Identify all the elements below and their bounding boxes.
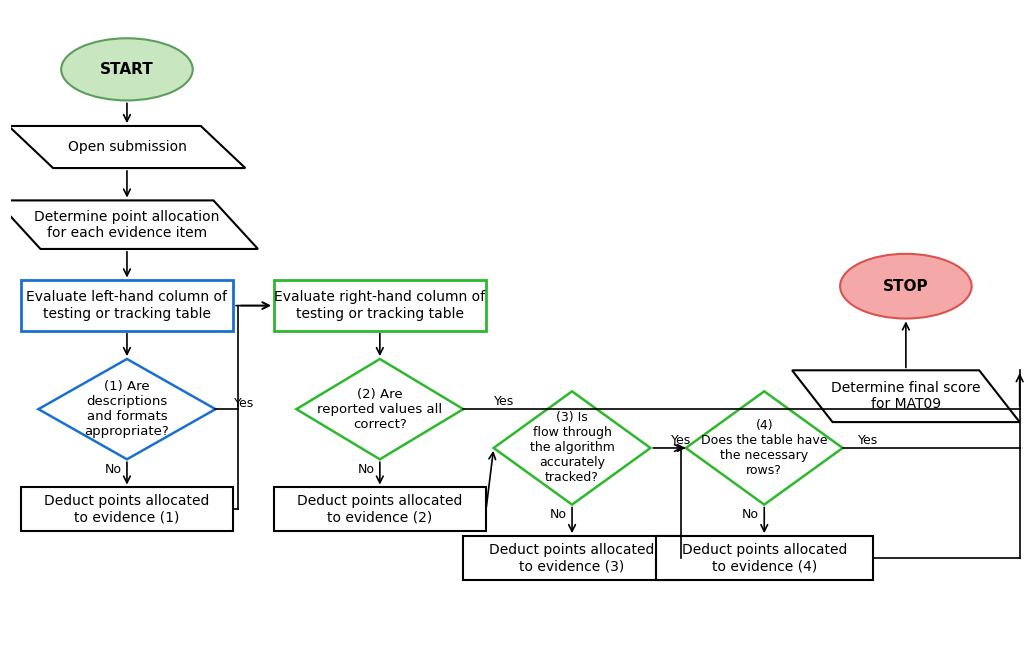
Text: Deduct points allocated
to evidence (3): Deduct points allocated to evidence (3) (489, 543, 654, 573)
Bar (655, 536, 873, 580)
Text: Yes: Yes (858, 434, 878, 447)
Bar (20, 488, 233, 532)
Polygon shape (686, 391, 843, 504)
Text: (4)
Does the table have
the necessary
rows?: (4) Does the table have the necessary ro… (701, 419, 827, 477)
Bar (20, 280, 233, 331)
Polygon shape (0, 200, 258, 249)
Polygon shape (494, 391, 650, 504)
Polygon shape (296, 359, 463, 460)
Text: No: No (550, 508, 567, 521)
Text: No: No (104, 463, 122, 476)
Text: Open submission: Open submission (68, 140, 186, 154)
Bar (273, 488, 486, 532)
Text: Evaluate right-hand column of
testing or tracking table: Evaluate right-hand column of testing or… (274, 291, 485, 320)
Text: No: No (357, 463, 375, 476)
Polygon shape (792, 370, 1020, 422)
Text: Determine point allocation
for each evidence item: Determine point allocation for each evid… (34, 209, 219, 240)
Text: STOP: STOP (883, 279, 929, 294)
Text: (2) Are
reported values all
correct?: (2) Are reported values all correct? (317, 387, 442, 431)
Text: Determine final score
for MAT09: Determine final score for MAT09 (831, 381, 981, 411)
Text: (1) Are
descriptions
and formats
appropriate?: (1) Are descriptions and formats appropr… (85, 380, 169, 438)
Text: No: No (742, 508, 759, 521)
Text: Yes: Yes (671, 434, 691, 447)
Text: Deduct points allocated
to evidence (4): Deduct points allocated to evidence (4) (682, 543, 847, 573)
Text: Yes: Yes (494, 395, 514, 408)
Text: Deduct points allocated
to evidence (2): Deduct points allocated to evidence (2) (297, 495, 463, 525)
Bar (463, 536, 681, 580)
Ellipse shape (840, 254, 972, 318)
Ellipse shape (61, 38, 193, 100)
Text: START: START (100, 62, 154, 77)
Text: (3) Is
flow through
the algorithm
accurately
tracked?: (3) Is flow through the algorithm accura… (529, 411, 614, 484)
Polygon shape (8, 126, 246, 168)
Text: Yes: Yes (233, 397, 254, 410)
Polygon shape (39, 359, 215, 460)
Text: Evaluate left-hand column of
testing or tracking table: Evaluate left-hand column of testing or … (27, 291, 227, 320)
Text: Deduct points allocated
to evidence (1): Deduct points allocated to evidence (1) (44, 495, 210, 525)
Bar (273, 280, 486, 331)
